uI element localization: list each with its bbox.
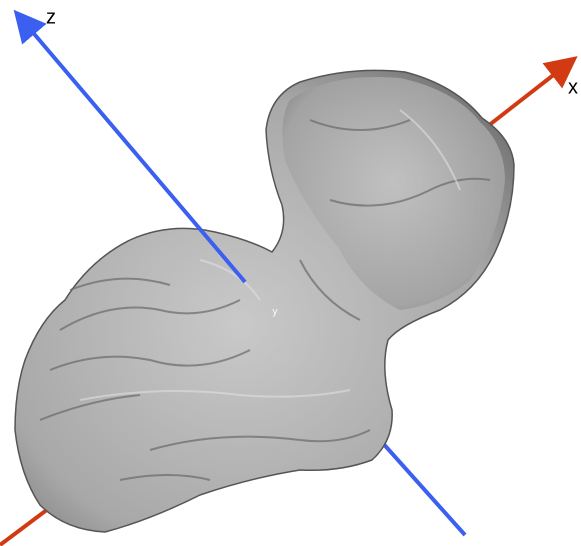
z-axis: [13, 9, 247, 284]
axis-label: y: [273, 307, 278, 318]
surface-highlight: [79, 109, 461, 401]
surface-texture: [39, 119, 491, 481]
comet-head: [282, 76, 505, 310]
axis-label: z: [46, 6, 56, 28]
axis-label: x: [568, 76, 578, 98]
z-axis-back: [378, 438, 467, 537]
